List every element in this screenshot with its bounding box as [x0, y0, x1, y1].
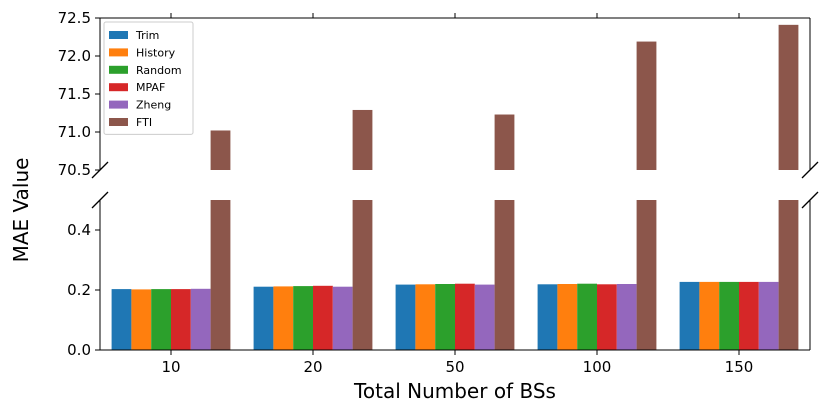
bar-fti-lower — [494, 200, 515, 350]
upper-y-tick-label: 71.0 — [58, 123, 91, 141]
y-axis-title: MAE Value — [9, 158, 33, 263]
upper-y-tick-label: 72.5 — [58, 9, 91, 27]
bar-mpaf — [455, 283, 475, 350]
bar-history — [131, 289, 152, 350]
bar-fti-upper — [636, 41, 657, 171]
bar-zheng — [474, 284, 495, 350]
bar-trim — [395, 284, 416, 350]
legend-swatch-trim — [109, 31, 128, 39]
x-tick-label: 100 — [583, 358, 612, 376]
x-tick-label: 20 — [303, 358, 322, 376]
x-tick-label: 150 — [725, 358, 754, 376]
bar-mpaf — [171, 289, 191, 350]
bar-history — [557, 284, 578, 350]
lower-y-tick-label: 0.2 — [67, 281, 91, 299]
legend-label-mpaf: MPAF — [136, 81, 165, 94]
bar-random — [435, 284, 455, 350]
bar-mpaf — [313, 285, 333, 350]
legend: Trim History Random MPAF Zheng FTI — [103, 21, 194, 135]
bar-zheng — [332, 286, 353, 350]
legend-label-random: Random — [136, 64, 182, 77]
bar-fti-lower — [636, 200, 657, 350]
x-tick-label: 50 — [445, 358, 464, 376]
legend-label-history: History — [136, 46, 176, 59]
axis-break-mark — [801, 161, 819, 179]
legend-label-fti: FTI — [136, 116, 152, 129]
bar-mpaf — [597, 284, 617, 350]
legend-swatch-mpaf — [109, 83, 128, 92]
bar-zheng — [190, 288, 211, 350]
legend-swatch-random — [109, 65, 128, 74]
legend-swatch-zheng — [109, 100, 128, 109]
bar-random — [151, 289, 171, 350]
bar-zheng — [616, 284, 637, 350]
bar-fti-lower — [352, 200, 373, 350]
bar-fti-lower — [210, 200, 231, 350]
axis-break-mark — [801, 191, 819, 209]
legend-label-zheng: Zheng — [136, 99, 171, 112]
upper-y-tick-label: 70.5 — [58, 161, 91, 179]
bar-fti-lower — [778, 200, 799, 350]
bar-zheng — [758, 281, 779, 350]
lower-y-tick-label: 0.4 — [67, 221, 91, 239]
bar-random — [293, 286, 313, 350]
lower-y-tick-label: 0.0 — [67, 341, 91, 359]
bar-random — [719, 281, 739, 350]
bar-trim — [253, 286, 274, 350]
bar-fti-upper — [778, 24, 799, 171]
x-axis-title: Total Number of BSs — [353, 379, 556, 403]
bar-fti-upper — [494, 114, 515, 170]
bar-trim — [111, 289, 132, 350]
upper-y-tick-label: 72.0 — [58, 47, 91, 65]
legend-swatch-fti — [109, 118, 128, 126]
bars — [111, 24, 799, 350]
bar-fti-upper — [352, 109, 373, 170]
bar-trim — [679, 281, 700, 350]
x-tick-label: 10 — [161, 358, 180, 376]
bar-random — [577, 283, 597, 350]
legend-swatch-history — [109, 48, 128, 57]
bar-mpaf — [739, 281, 759, 350]
axes: 70.5 71.0 71.5 72.0 72.5 0.0 0.2 0.4 10 20 50 100 15… — [58, 9, 819, 376]
bar-trim — [537, 284, 558, 350]
bar-history — [273, 286, 294, 350]
axis-break-mark — [91, 191, 109, 209]
bar-history — [415, 284, 436, 350]
upper-y-tick-label: 71.5 — [58, 85, 91, 103]
bar-fti-upper — [210, 130, 231, 170]
bar-history — [699, 281, 720, 350]
legend-label-trim: Trim — [135, 29, 159, 42]
